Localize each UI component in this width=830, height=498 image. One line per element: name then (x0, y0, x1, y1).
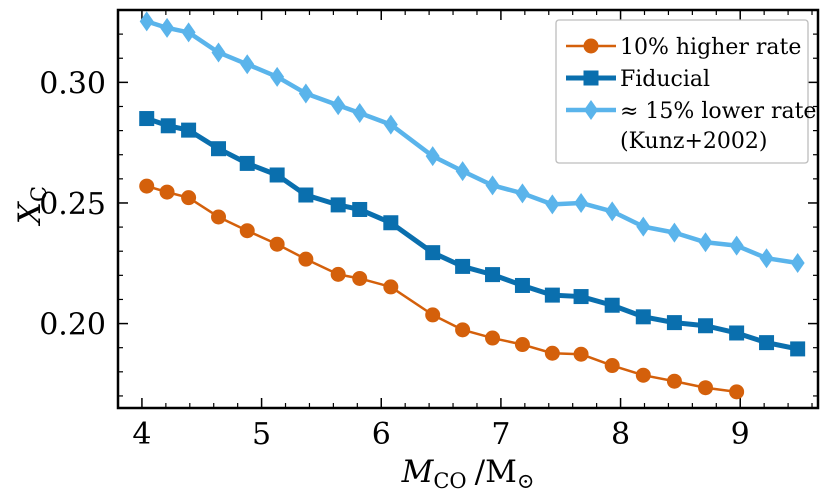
data-point (698, 318, 714, 334)
x-tick-label: 4 (132, 417, 151, 452)
x-tick-label: 6 (372, 417, 391, 452)
axis-ticks: 4 5 6 7 8 9 0.20 0.25 0.30 (39, 10, 818, 452)
data-point (181, 22, 196, 43)
data-point (514, 337, 530, 353)
data-point (573, 346, 589, 362)
series-3 (139, 11, 805, 274)
data-point (574, 192, 589, 213)
series-line (146, 184, 737, 394)
data-point (485, 330, 501, 346)
data-point (455, 161, 470, 182)
legend-marker (583, 38, 599, 54)
y-tick-label: 0.30 (39, 66, 106, 101)
data-point (636, 216, 651, 237)
legend-marker (584, 100, 598, 120)
x-tick-label: 5 (252, 417, 271, 452)
data-point (298, 83, 313, 104)
data-point (269, 236, 285, 252)
legend-label: 10% higher rate (620, 35, 801, 60)
data-point (352, 201, 368, 217)
data-point (330, 197, 346, 213)
series-1 (139, 178, 745, 400)
data-point (425, 307, 441, 323)
data-point (352, 102, 367, 123)
data-point (181, 190, 197, 206)
data-point (352, 270, 368, 286)
legend-item: ≈ 15% lower rate (Kunz+2002) (566, 99, 816, 154)
data-point (239, 155, 255, 171)
legend-label: (Kunz+2002) (620, 129, 767, 154)
data-point (604, 358, 620, 374)
legend-marker (583, 70, 599, 86)
data-point (544, 287, 560, 303)
data-point (605, 201, 620, 222)
legend-label: ≈ 15% lower rate (620, 99, 816, 124)
data-point (269, 167, 285, 183)
data-point (485, 267, 501, 283)
data-point (270, 66, 285, 87)
data-point (331, 95, 346, 116)
data-point (139, 11, 154, 32)
data-point (455, 258, 471, 274)
series-2 (139, 111, 806, 357)
data-point (330, 266, 346, 282)
data-point (239, 223, 255, 239)
data-point (698, 380, 714, 396)
data-point (515, 183, 530, 204)
data-point (139, 178, 155, 194)
data-point (211, 42, 226, 63)
data-point (181, 122, 197, 138)
data-point (545, 194, 560, 215)
series-layer (139, 11, 806, 400)
data-point (455, 322, 471, 338)
data-point (514, 277, 530, 293)
y-axis-label: XC (12, 186, 51, 226)
legend-box (555, 19, 809, 164)
data-point (667, 222, 682, 243)
data-point (298, 187, 314, 203)
data-point (666, 315, 682, 331)
data-point (666, 373, 682, 389)
data-point (604, 297, 620, 313)
data-point (383, 215, 399, 231)
data-point (211, 209, 227, 225)
data-point (298, 251, 314, 267)
legend-item: Fiducial (566, 67, 710, 92)
data-point (698, 232, 713, 253)
data-point (759, 248, 774, 269)
data-point (211, 141, 227, 157)
plot-frame (116, 8, 820, 410)
data-point (573, 289, 589, 305)
data-point (160, 118, 176, 134)
data-point (159, 184, 175, 200)
x-tick-label: 9 (731, 417, 750, 452)
x-axis-label: MCO/M⊙ (401, 454, 535, 493)
data-point (635, 367, 651, 383)
legend: 10% higher rate Fiducial ≈ 15% lower rate (… (555, 19, 816, 164)
data-point (759, 335, 775, 351)
data-point (425, 146, 440, 167)
data-point (790, 253, 805, 274)
data-point (383, 114, 398, 135)
data-point (240, 54, 255, 75)
legend-item: 10% higher rate (566, 35, 801, 60)
data-point (729, 235, 744, 256)
data-point (160, 17, 175, 38)
data-point (729, 384, 745, 400)
y-tick-label: 0.20 (39, 308, 106, 343)
data-point (544, 345, 560, 361)
y-tick-label: 0.25 (39, 187, 106, 222)
data-point (635, 309, 651, 325)
x-tick-label: 8 (611, 417, 630, 452)
data-point (425, 245, 441, 261)
data-point (383, 279, 399, 295)
legend-label: Fiducial (620, 67, 710, 92)
data-point (729, 325, 745, 341)
data-point (790, 341, 806, 357)
x-tick-label: 7 (491, 417, 510, 452)
data-point (139, 111, 155, 127)
data-point (485, 175, 500, 196)
